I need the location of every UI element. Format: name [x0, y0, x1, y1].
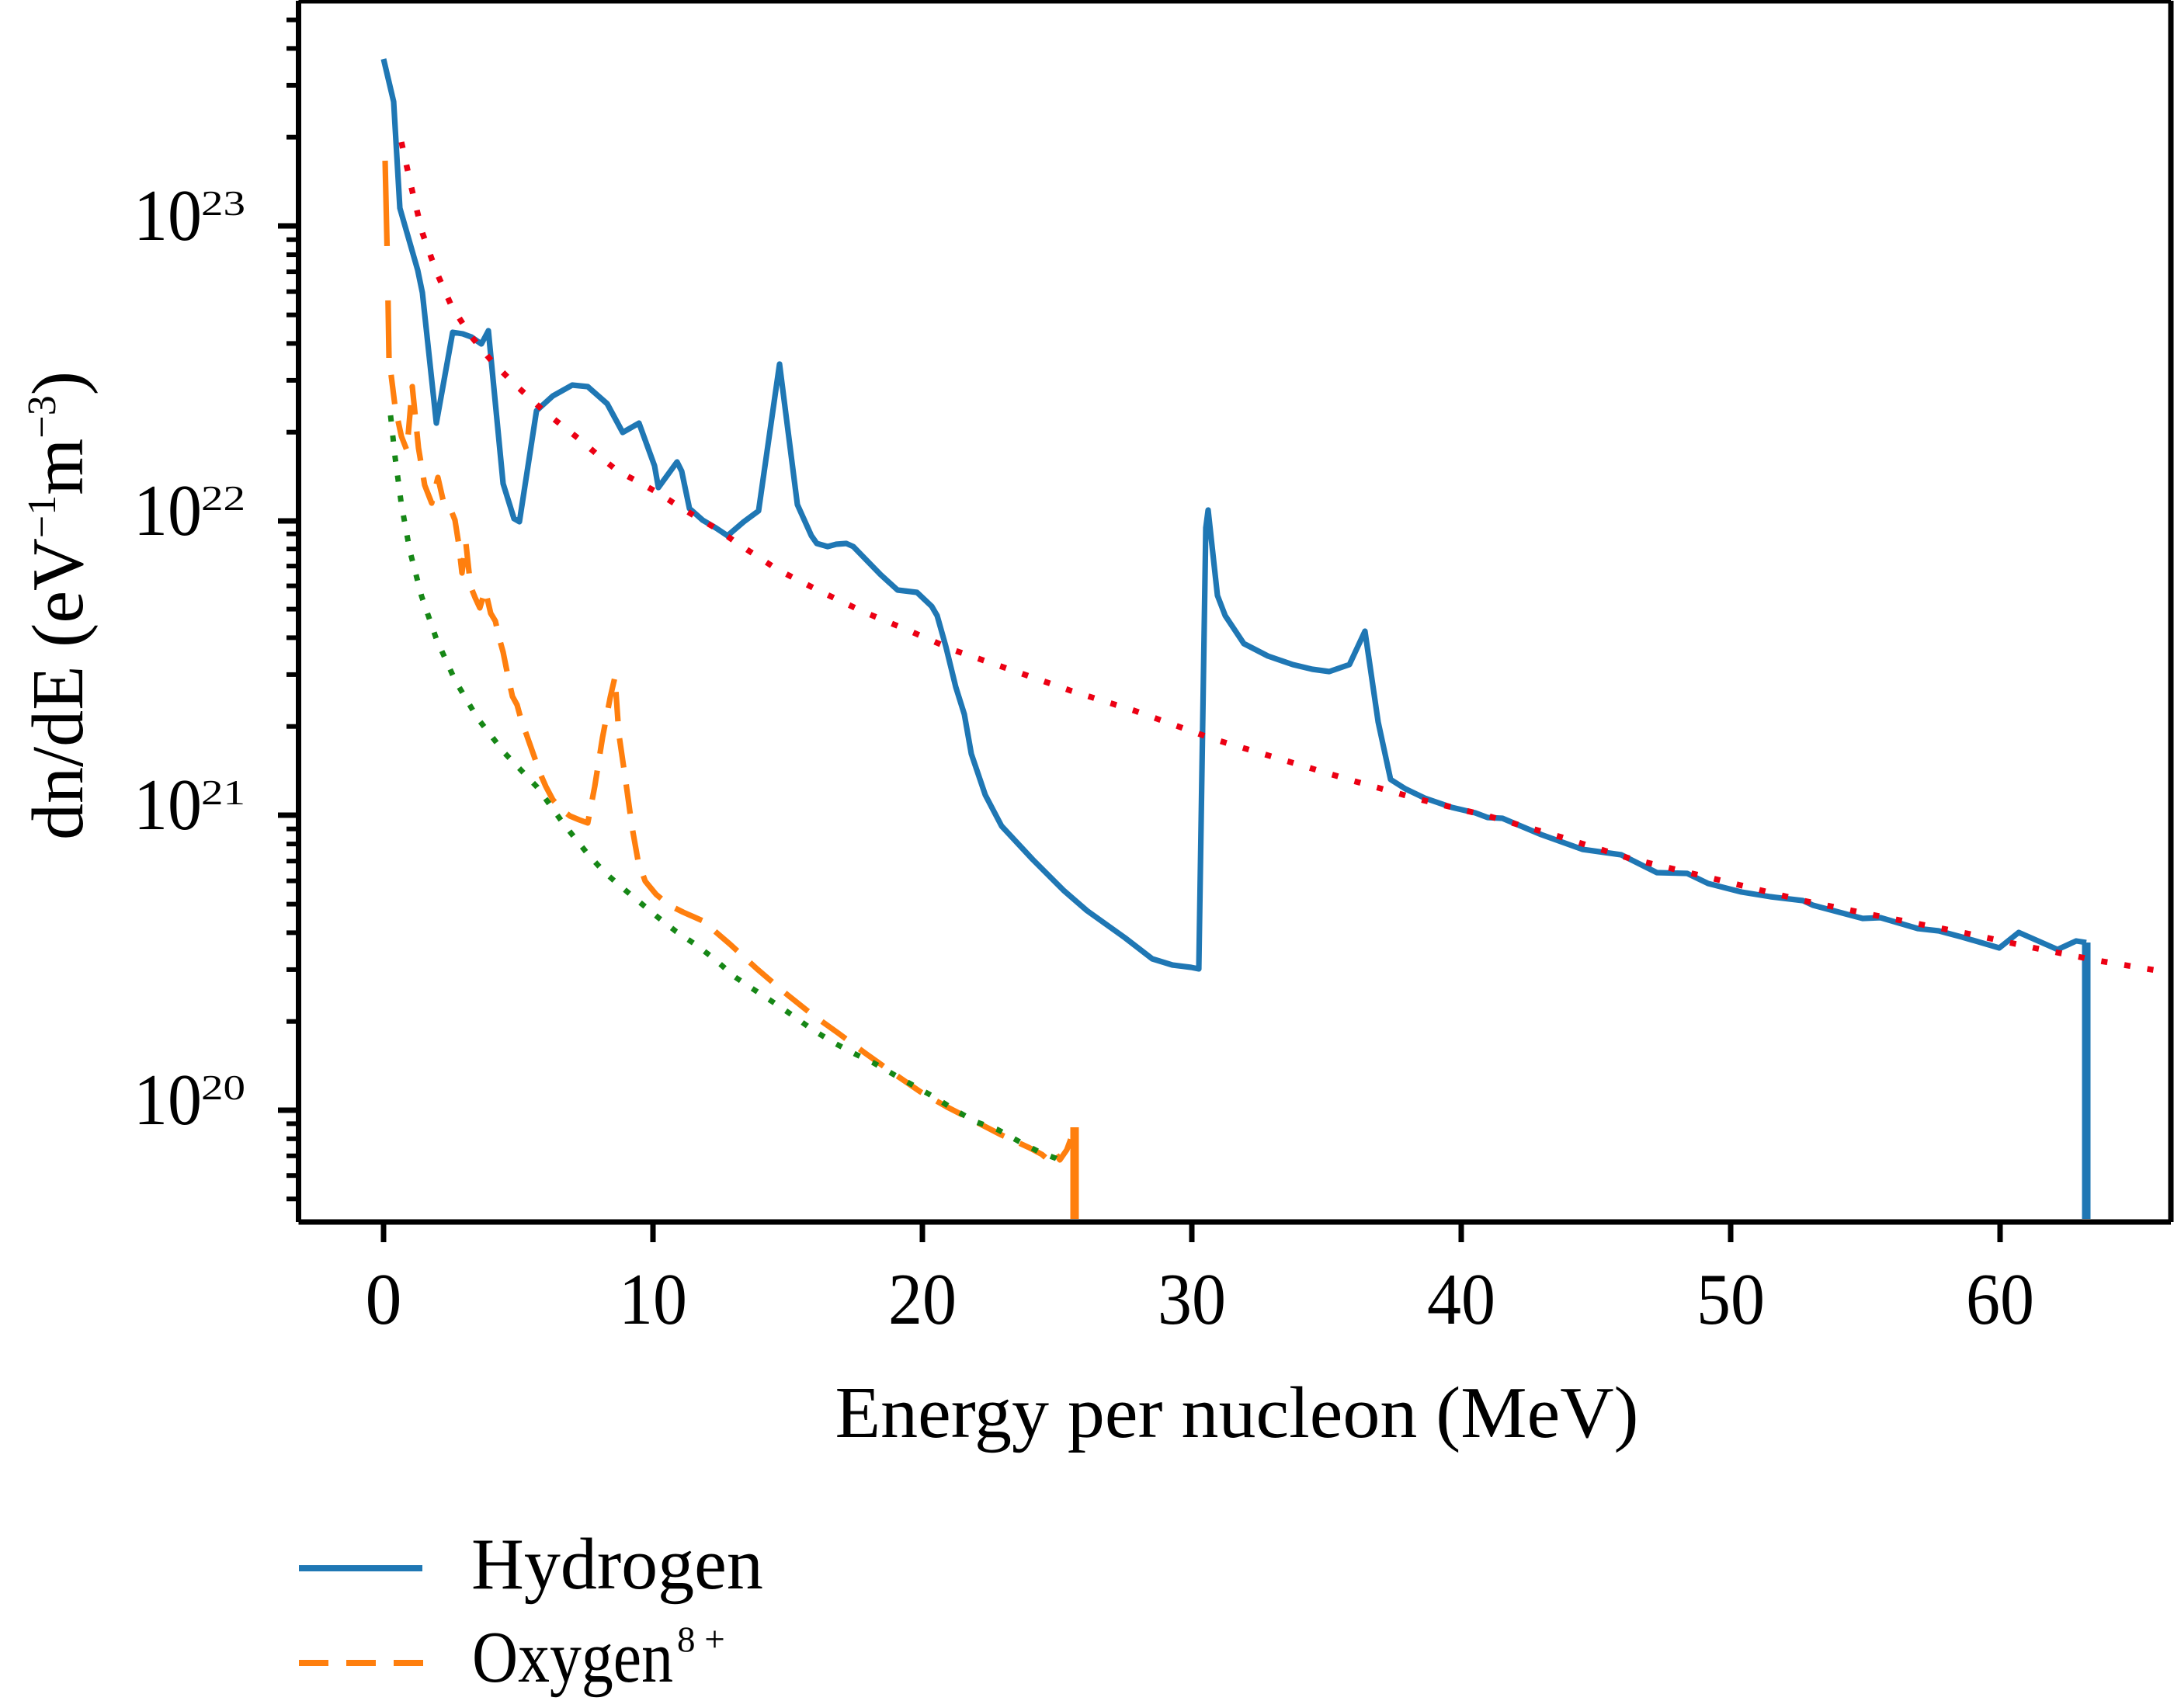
svg-text:20: 20 [888, 1259, 957, 1340]
svg-text:dn/dE (eV−1m−3): dn/dE (eV−1m−3) [18, 371, 99, 840]
svg-text:10: 10 [134, 175, 202, 256]
svg-text:20: 20 [201, 1068, 245, 1107]
svg-text:21: 21 [201, 772, 245, 812]
svg-text:8 +: 8 + [677, 1619, 725, 1660]
svg-text:Hydrogen: Hydrogen [471, 1524, 763, 1605]
svg-text:30: 30 [1158, 1259, 1226, 1340]
svg-text:0: 0 [366, 1259, 402, 1340]
svg-text:10: 10 [134, 1060, 202, 1140]
svg-text:60: 60 [1966, 1259, 2034, 1340]
svg-text:50: 50 [1696, 1259, 1765, 1340]
svg-text:22: 22 [201, 478, 245, 518]
svg-text:10: 10 [619, 1259, 687, 1340]
svg-text:23: 23 [201, 183, 245, 223]
svg-text:Oxygen: Oxygen [472, 1617, 673, 1698]
svg-text:40: 40 [1427, 1259, 1495, 1340]
svg-text:Energy per nucleon (MeV): Energy per nucleon (MeV) [835, 1373, 1639, 1453]
svg-text:10: 10 [134, 765, 202, 845]
svg-text:10: 10 [134, 470, 202, 551]
